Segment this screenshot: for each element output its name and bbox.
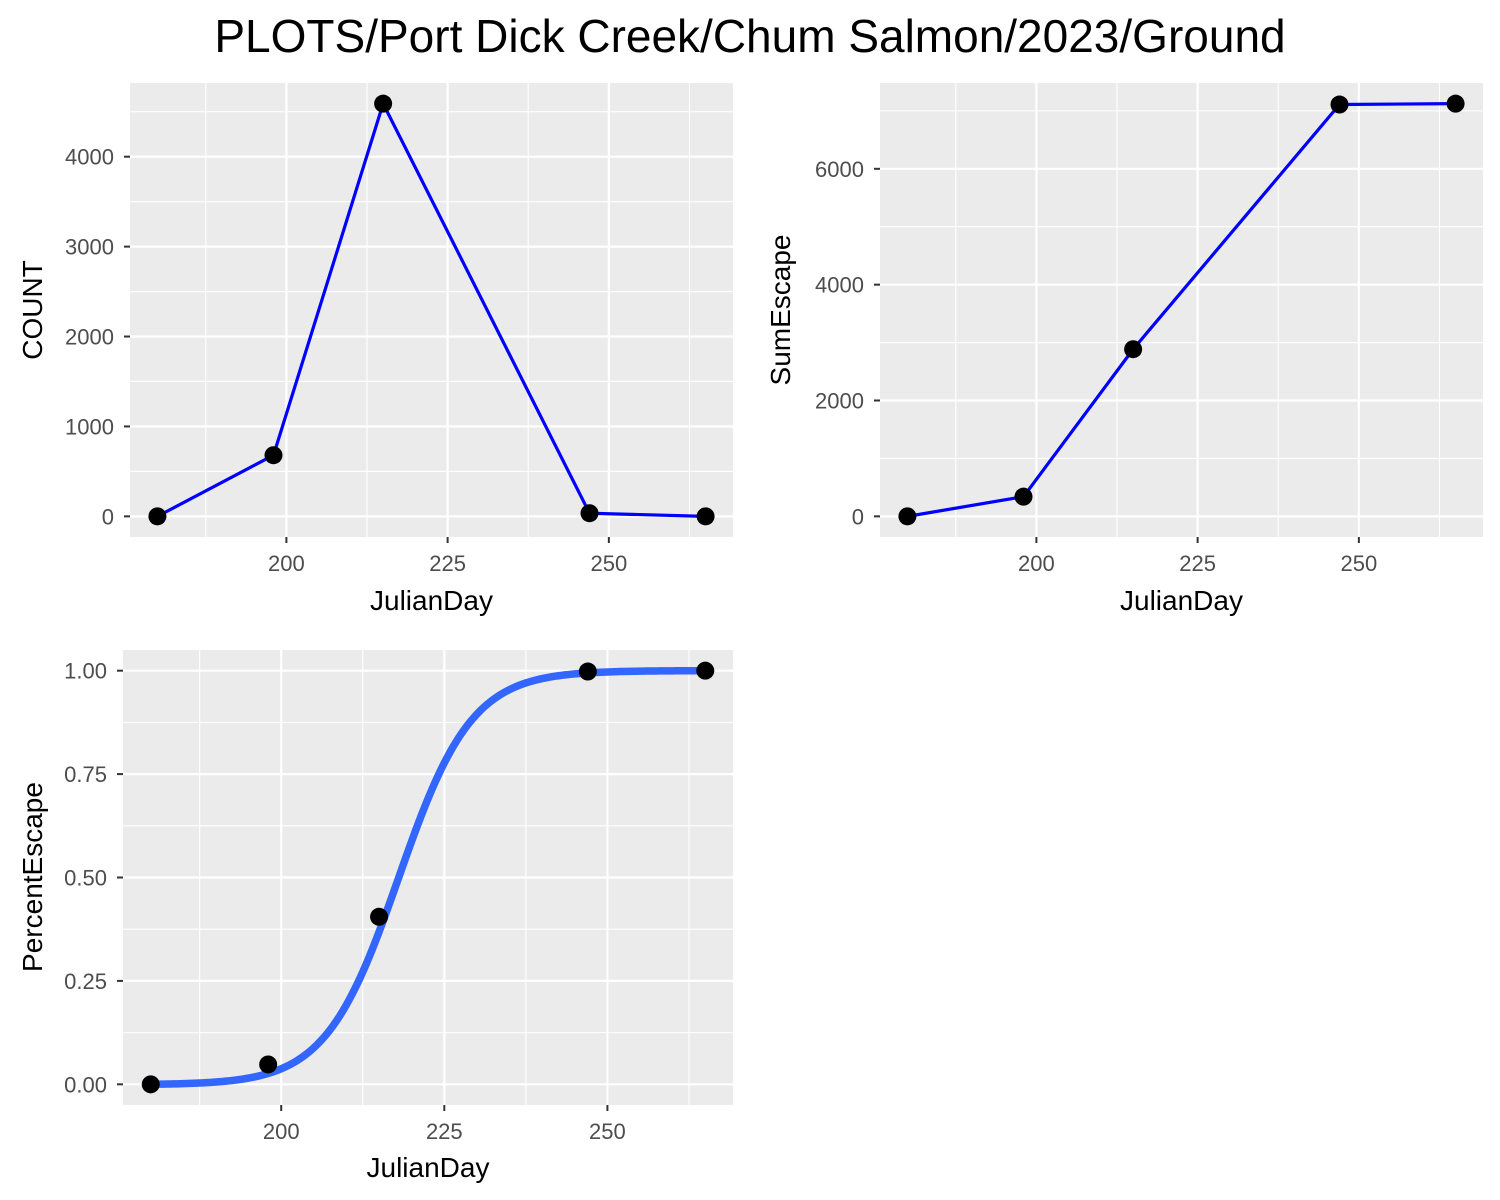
count-data-point [264, 446, 283, 465]
count-y-axis-title: COUNT [17, 260, 48, 360]
percentescape-data-point [141, 1075, 160, 1094]
percentescape-x-tick-label: 250 [589, 1119, 626, 1144]
percentescape-data-point [578, 662, 597, 681]
count-y-tick-label: 0 [102, 504, 114, 529]
percentescape-smooth-curve [150, 666, 706, 1089]
sumescape-y-tick-label: 6000 [815, 157, 864, 182]
count-data-point [580, 504, 599, 523]
percentescape-x-axis-title: JulianDay [367, 1152, 490, 1183]
sumescape-panel: 200 225 250 0 2000 4000 6000 JulianDay SumEscape [765, 83, 1483, 616]
percentescape-panel: 200 225 250 0.00 0.25 0.50 0.75 1.00 JulianDay Pe… [17, 650, 733, 1183]
percentescape-x-tick-label: 200 [263, 1119, 300, 1144]
count-y-tick-label: 4000 [65, 145, 114, 170]
sumescape-x-tick-label: 225 [1179, 551, 1216, 576]
sumescape-panel-background [880, 83, 1483, 537]
percentescape-y-tick-label: 0.75 [64, 762, 107, 787]
count-x-axis-title: JulianDay [370, 585, 493, 616]
sumescape-x-tick-label: 250 [1340, 551, 1377, 576]
count-data-point [374, 94, 393, 113]
percentescape-data-point [696, 661, 715, 680]
sumescape-data-point [1330, 95, 1349, 114]
sumescape-data-point [898, 507, 917, 526]
sumescape-x-tick-label: 200 [1018, 551, 1055, 576]
sumescape-data-point [1014, 487, 1033, 506]
count-data-point [696, 507, 715, 526]
percentescape-data-point [370, 907, 389, 926]
percentescape-y-tick-label: 0.25 [64, 969, 107, 994]
percentescape-data-point [259, 1055, 278, 1074]
percentescape-y-tick-label: 0.50 [64, 866, 107, 891]
sumescape-y-tick-label: 2000 [815, 389, 864, 414]
count-x-tick-label: 225 [429, 551, 466, 576]
count-x-tick-label: 250 [590, 551, 627, 576]
percentescape-y-tick-label: 0.00 [64, 1072, 107, 1097]
sumescape-x-axis-title: JulianDay [1120, 585, 1243, 616]
percentescape-y-axis-title: PercentEscape [17, 782, 48, 972]
sumescape-y-tick-label: 4000 [815, 273, 864, 298]
count-panel: 200 225 250 0 1000 2000 3000 4000 JulianDay COUNT [17, 83, 733, 616]
sumescape-data-point [1446, 94, 1465, 113]
count-y-tick-label: 2000 [65, 325, 114, 350]
percentescape-y-tick-label: 1.00 [64, 659, 107, 684]
count-y-tick-label: 3000 [65, 235, 114, 260]
figure-title: PLOTS/Port Dick Creek/Chum Salmon/2023/G… [214, 10, 1286, 62]
percentescape-x-tick-label: 225 [426, 1119, 463, 1144]
count-y-tick-label: 1000 [65, 414, 114, 439]
count-data-point [148, 507, 167, 526]
sumescape-y-axis-title: SumEscape [765, 235, 796, 386]
sumescape-y-tick-label: 0 [852, 504, 864, 529]
sumescape-data-point [1124, 340, 1143, 359]
count-x-tick-label: 200 [268, 551, 305, 576]
count-panel-background [130, 83, 733, 537]
